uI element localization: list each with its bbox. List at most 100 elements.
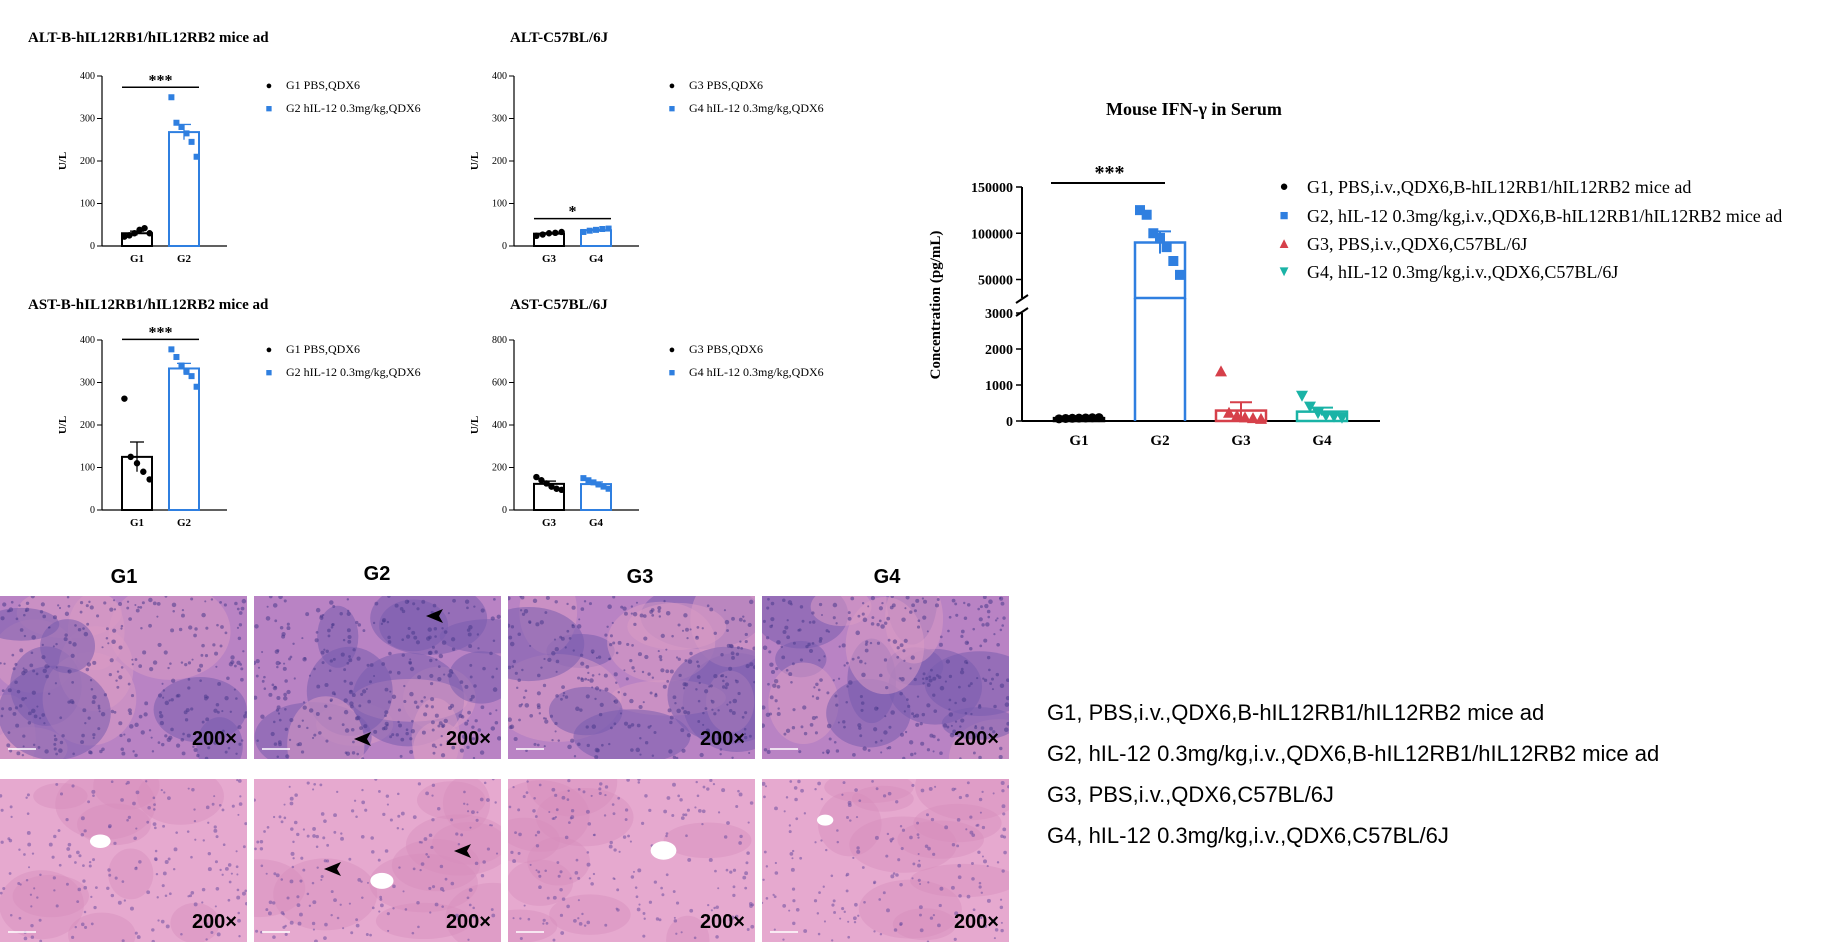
nucleus bbox=[312, 900, 317, 905]
nucleus bbox=[858, 799, 862, 803]
nucleus bbox=[471, 810, 475, 815]
nucleus bbox=[227, 898, 231, 902]
nucleus bbox=[467, 710, 471, 715]
nucleus bbox=[272, 603, 278, 608]
data-point bbox=[538, 477, 545, 484]
nucleus bbox=[644, 654, 649, 660]
nucleus bbox=[240, 677, 244, 682]
nucleus bbox=[954, 911, 959, 916]
nucleus bbox=[715, 905, 719, 909]
nucleus bbox=[126, 818, 129, 822]
nucleus bbox=[597, 655, 602, 659]
nucleus bbox=[173, 847, 178, 852]
nucleus bbox=[216, 932, 221, 937]
nucleus bbox=[443, 718, 448, 724]
nucleus bbox=[914, 713, 920, 718]
nucleus bbox=[774, 806, 778, 811]
nucleus bbox=[819, 678, 823, 682]
nucleus bbox=[677, 657, 681, 661]
nucleus bbox=[434, 902, 439, 907]
nucleus bbox=[263, 830, 266, 833]
nucleus bbox=[749, 904, 753, 908]
nucleus bbox=[255, 674, 259, 678]
nucleus bbox=[799, 658, 803, 662]
circle-marker-icon: ● bbox=[1279, 179, 1289, 195]
nucleus bbox=[603, 814, 607, 817]
nucleus bbox=[59, 740, 64, 745]
nucleus bbox=[155, 872, 159, 876]
nucleus bbox=[745, 861, 749, 865]
nucleus bbox=[473, 684, 477, 688]
nucleus bbox=[586, 851, 590, 854]
nucleus bbox=[668, 749, 673, 754]
nucleus bbox=[120, 624, 124, 628]
chart-title-ast-mice: AST-B-hIL12RB1/hIL12RB2 mice ad bbox=[28, 297, 269, 313]
data-point bbox=[1148, 228, 1159, 239]
nucleus bbox=[31, 635, 36, 640]
nucleus bbox=[475, 818, 479, 822]
nucleus bbox=[405, 728, 409, 732]
nucleus bbox=[570, 809, 575, 813]
nucleus bbox=[926, 940, 930, 942]
nucleus bbox=[339, 903, 342, 906]
nucleus bbox=[942, 723, 948, 728]
nucleus bbox=[553, 638, 557, 641]
nucleus bbox=[386, 803, 389, 806]
nucleus bbox=[293, 677, 296, 680]
nucleus bbox=[121, 751, 126, 756]
nucleus bbox=[783, 732, 787, 736]
nucleus bbox=[945, 659, 951, 664]
nucleus bbox=[981, 855, 984, 858]
nucleus bbox=[254, 695, 258, 700]
nucleus bbox=[443, 673, 446, 676]
nucleus bbox=[384, 849, 389, 853]
circle-marker-icon: ● bbox=[668, 343, 676, 356]
nucleus bbox=[669, 720, 673, 725]
nucleus bbox=[22, 667, 25, 670]
nucleus bbox=[542, 918, 546, 922]
nucleus bbox=[577, 917, 580, 920]
nucleus bbox=[1, 689, 5, 693]
nucleus bbox=[643, 636, 648, 641]
nucleus bbox=[353, 799, 357, 802]
nucleus bbox=[491, 675, 495, 679]
histology-legend-item: G4, hIL-12 0.3mg/kg,i.v.,QDX6,C57BL/6J bbox=[1047, 823, 1449, 848]
nucleus bbox=[30, 708, 36, 714]
nucleus bbox=[744, 632, 748, 637]
nucleus bbox=[10, 600, 14, 604]
nucleus bbox=[490, 726, 496, 731]
nucleus bbox=[53, 834, 57, 839]
nucleus bbox=[78, 854, 82, 858]
vessel-lumen bbox=[370, 872, 394, 889]
nucleus bbox=[214, 918, 218, 921]
nucleus bbox=[884, 715, 887, 718]
nucleus bbox=[25, 879, 29, 882]
nucleus bbox=[732, 698, 738, 704]
nucleus bbox=[417, 675, 422, 680]
nucleus bbox=[951, 843, 956, 847]
nucleus bbox=[694, 806, 697, 809]
nucleus bbox=[431, 743, 436, 748]
nucleus bbox=[791, 887, 796, 891]
nucleus bbox=[900, 677, 905, 682]
nucleus bbox=[922, 672, 926, 676]
nucleus bbox=[302, 705, 307, 710]
nucleus bbox=[469, 698, 473, 702]
nucleus bbox=[889, 605, 894, 610]
nucleus bbox=[580, 653, 584, 657]
nucleus bbox=[440, 753, 446, 758]
nucleus bbox=[180, 661, 184, 664]
nucleus bbox=[325, 739, 329, 743]
data-point bbox=[1255, 412, 1267, 424]
nucleus bbox=[52, 615, 58, 620]
nucleus bbox=[786, 635, 791, 640]
nucleus bbox=[852, 752, 856, 757]
nucleus bbox=[671, 814, 675, 817]
y-axis-label: U/L bbox=[469, 416, 481, 434]
nucleus bbox=[57, 604, 60, 607]
nucleus bbox=[683, 710, 688, 715]
nucleus bbox=[320, 874, 324, 879]
nucleus bbox=[773, 928, 776, 931]
y-tick-label: 100 bbox=[492, 199, 507, 210]
nucleus bbox=[960, 629, 965, 634]
